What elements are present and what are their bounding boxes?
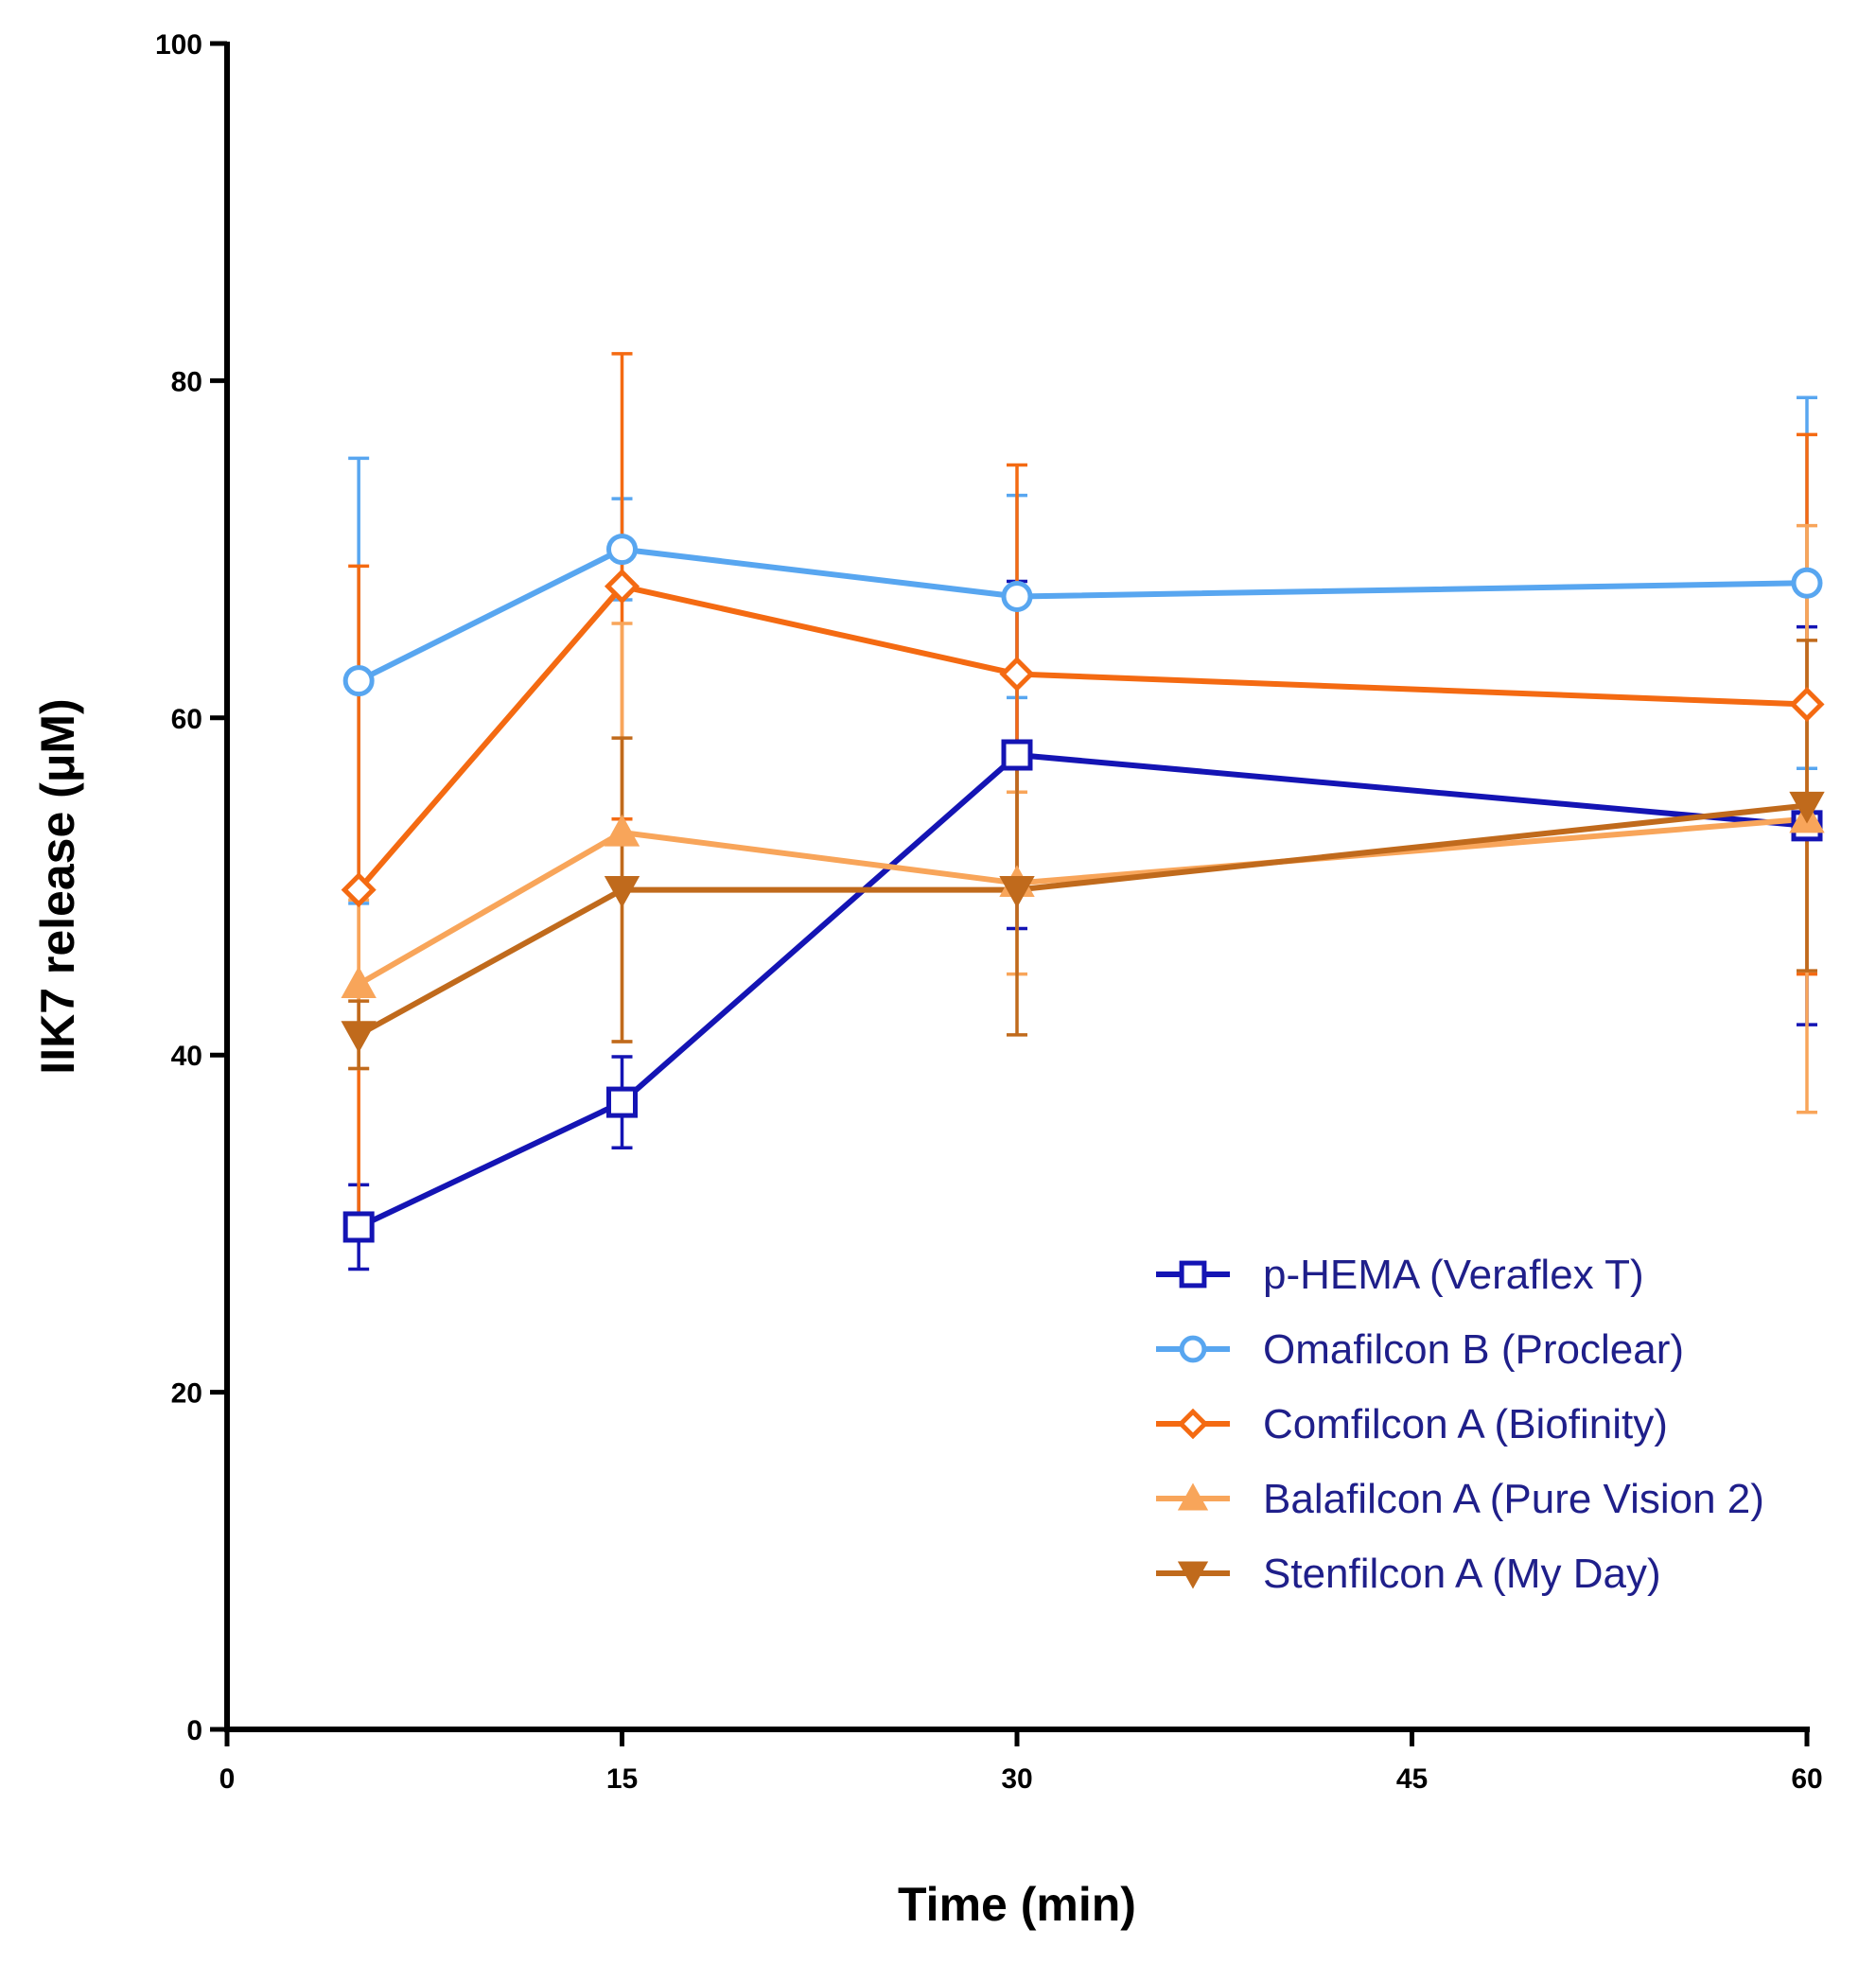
data-point-s4-p3 <box>1789 791 1825 824</box>
series-lines-layer <box>356 546 1808 1230</box>
data-point-s0-p0 <box>342 1211 375 1243</box>
series-line-1 <box>357 546 1808 684</box>
error-bars-layer <box>348 352 1817 1271</box>
legend-entry-3: Balafilcon A (Pure Vision 2) <box>1156 1476 1764 1522</box>
legend-swatch-marker <box>1177 1482 1209 1511</box>
axes-layer: 0 20 40 60 80 100 0 15 30 45 60 Time (min) IIK7 rele… <box>31 29 1823 1931</box>
y-tick-label-2: 40 <box>171 1041 202 1072</box>
y-tick-label-3: 60 <box>171 704 202 735</box>
y-axis-title: IIK7 release (μM) <box>31 698 84 1074</box>
legend-label: Stenfilcon A (My Day) <box>1263 1551 1661 1597</box>
data-point-s4-p2 <box>999 875 1035 908</box>
y-tick-label-4: 80 <box>171 366 202 397</box>
data-point-s1-p1 <box>606 534 638 566</box>
legend: p-HEMA (Veraflex T) Omafilcon B (Proclear… <box>1156 1252 1764 1597</box>
series-line-2 <box>356 583 1808 892</box>
x-tick-label-2: 30 <box>1001 1763 1032 1795</box>
x-tick-label-1: 15 <box>606 1763 638 1795</box>
x-tick-label-4: 60 <box>1791 1763 1822 1795</box>
legend-label: Balafilcon A (Pure Vision 2) <box>1263 1476 1764 1522</box>
legend-label: Comfilcon A (Biofinity) <box>1263 1401 1668 1447</box>
x-tick-label-3: 45 <box>1396 1763 1428 1795</box>
series-line-0 <box>357 752 1808 1230</box>
data-point-s1-p3 <box>1791 567 1823 599</box>
data-point-s2-p0 <box>341 872 377 908</box>
data-point-s0-p2 <box>1001 739 1033 771</box>
data-point-s4-p0 <box>341 1021 377 1053</box>
series-line-3 <box>357 815 1808 987</box>
data-point-s2-p3 <box>1789 687 1825 723</box>
data-point-s1-p2 <box>1001 580 1033 612</box>
legend-entry-0: p-HEMA (Veraflex T) <box>1156 1252 1644 1298</box>
legend-entry-2: Comfilcon A (Biofinity) <box>1156 1401 1668 1447</box>
legend-label: Omafilcon B (Proclear) <box>1263 1326 1684 1373</box>
data-point-s3-p1 <box>604 814 640 847</box>
data-point-s2-p2 <box>999 656 1035 693</box>
legend-swatch-marker <box>1179 1260 1207 1289</box>
data-point-s0-p1 <box>606 1086 638 1118</box>
x-tick-label-0: 0 <box>219 1763 236 1795</box>
data-point-s3-p0 <box>341 966 377 998</box>
legend-swatch-marker <box>1177 1561 1209 1589</box>
y-tick-label-5: 100 <box>155 29 202 61</box>
data-point-s1-p0 <box>342 665 375 697</box>
data-point-s4-p1 <box>604 875 640 908</box>
y-tick-label-0: 0 <box>186 1715 202 1746</box>
legend-entry-1: Omafilcon B (Proclear) <box>1156 1326 1684 1373</box>
x-axis-title: Time (min) <box>898 1878 1136 1931</box>
y-tick-label-1: 20 <box>171 1378 202 1410</box>
legend-entry-4: Stenfilcon A (My Day) <box>1156 1551 1661 1597</box>
legend-swatch-marker <box>1179 1335 1207 1363</box>
legend-label: p-HEMA (Veraflex T) <box>1263 1252 1644 1298</box>
data-point-s2-p1 <box>604 569 640 605</box>
series-line-4 <box>357 802 1808 1038</box>
markers-layer <box>341 534 1825 1243</box>
legend-swatch-marker <box>1177 1408 1209 1440</box>
